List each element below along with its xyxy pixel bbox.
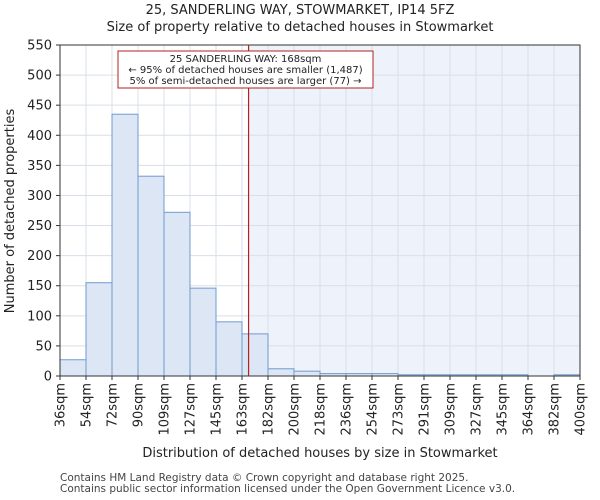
footer-line-1: Contains HM Land Registry data © Crown c…	[60, 472, 469, 484]
bar	[163, 211, 191, 377]
y-tick-label: 50	[35, 339, 52, 354]
x-tick-label: 400sqm	[574, 383, 589, 436]
bar	[241, 333, 269, 377]
chart-title: 25, SANDERLING WAY, STOWMARKET, IP14 5FZ	[145, 3, 455, 18]
x-tick-label: 127sqm	[184, 383, 199, 436]
x-tick-label: 109sqm	[158, 383, 173, 436]
y-tick-label: 550	[27, 39, 52, 54]
y-tick-label: 400	[27, 129, 52, 144]
bar	[137, 175, 165, 377]
x-tick-label: 273sqm	[392, 383, 407, 436]
x-tick-label: 90sqm	[132, 383, 147, 427]
x-tick-label: 182sqm	[262, 383, 277, 436]
annotation-box	[117, 50, 374, 89]
y-tick-label: 250	[27, 219, 52, 234]
y-tick-label: 0	[44, 370, 52, 385]
x-tick-label: 291sqm	[418, 383, 433, 436]
y-tick-label: 450	[27, 99, 52, 114]
x-tick-label: 145sqm	[210, 383, 225, 436]
footer: Contains HM Land Registry data © Crown c…	[60, 473, 515, 495]
x-tick-label: 54sqm	[80, 383, 95, 427]
chart-title-block: 25, SANDERLING WAY, STOWMARKET, IP14 5FZ…	[0, 2, 600, 36]
annotation-line-1: 25 SANDERLING WAY: 168sqm	[170, 54, 322, 65]
x-tick-label: 200sqm	[288, 383, 303, 436]
larger-region-shade	[248, 45, 581, 376]
x-tick-label: 382sqm	[548, 383, 563, 436]
x-tick-label: 218sqm	[314, 383, 329, 436]
chart-subtitle: Size of property relative to detached ho…	[106, 20, 494, 35]
y-tick-label: 500	[27, 69, 52, 84]
x-tick-label: 327sqm	[470, 383, 485, 436]
annotation-line-3: 5% of semi-detached houses are larger (7…	[129, 76, 361, 87]
y-tick-label: 200	[27, 249, 52, 264]
bar	[111, 113, 139, 377]
bar	[267, 368, 295, 377]
y-tick-label: 350	[27, 159, 52, 174]
x-tick-label: 236sqm	[340, 383, 355, 436]
bar	[215, 321, 243, 377]
x-tick-label: 309sqm	[444, 383, 459, 436]
x-tick-label: 36sqm	[54, 383, 69, 427]
bar	[85, 282, 113, 377]
bar	[59, 359, 87, 377]
x-axis-label: Distribution of detached houses by size …	[142, 446, 497, 461]
bar	[189, 287, 217, 377]
x-tick-label: 72sqm	[106, 383, 121, 427]
x-tick-label: 345sqm	[496, 383, 511, 436]
footer-line-2: Contains public sector information licen…	[60, 483, 516, 495]
bar-chart: 0 50 100 150 200 250 300 350 400 450 500 550 36sqm 5…	[3, 39, 589, 462]
y-tick-label: 100	[27, 309, 52, 324]
y-tick-label: 150	[27, 279, 52, 294]
y-axis-label: Number of detached properties	[3, 109, 18, 314]
annotation-line-2: ← 95% of detached houses are smaller (1,…	[128, 65, 362, 76]
bar	[293, 370, 321, 377]
y-tick-label: 300	[27, 189, 52, 204]
x-tick-label: 364sqm	[522, 383, 537, 436]
x-tick-label: 163sqm	[236, 383, 251, 436]
x-tick-label: 254sqm	[366, 383, 381, 436]
